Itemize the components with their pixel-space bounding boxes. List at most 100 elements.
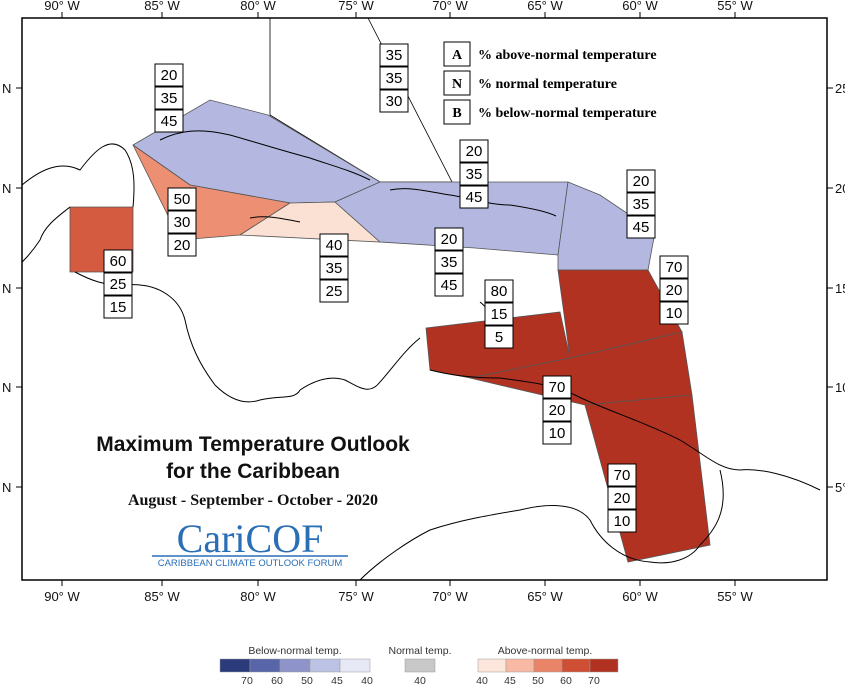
y-tick-label-left: N [2, 480, 11, 495]
colorbar-swatch-above [477, 658, 507, 673]
colorbar-tick-above: 40 [476, 675, 488, 684]
value-label: 35 [161, 90, 178, 107]
value-box [319, 256, 349, 280]
x-tick-label: 60° W [622, 589, 658, 604]
value-box [459, 162, 489, 186]
value-box [607, 486, 637, 510]
value-label: 80 [491, 283, 508, 300]
value-box [659, 301, 689, 325]
map-title-line1: Maximum Temperature Outlook [96, 433, 410, 456]
value-box [103, 295, 133, 319]
value-label: 35 [441, 254, 458, 271]
y-tick-label-left: N [2, 181, 11, 196]
x-tick-label: 85° W [144, 0, 180, 13]
value-label: 20 [161, 67, 178, 84]
value-box [379, 66, 409, 90]
colorbar-tick-below: 40 [361, 675, 373, 684]
key-description: % normal temperature [478, 77, 617, 92]
x-tick-label: 90° W [44, 0, 80, 13]
value-box [659, 255, 689, 279]
value-box [167, 187, 197, 211]
value-label: 10 [549, 425, 566, 442]
value-label: 20 [441, 231, 458, 248]
key-description: % below-normal temperature [478, 106, 657, 121]
map-title-line2: for the Caribbean [166, 460, 340, 483]
probability-key: A % above-normal temperature N % normal tem… [443, 41, 657, 125]
value-label: 45 [161, 113, 178, 130]
colorbar-tick-below: 70 [241, 675, 253, 684]
x-axis-bottom: 90° W 85° W 80° W 75° W 70° W 65° W 60° W 55° W [44, 580, 753, 604]
value-label: 20 [466, 143, 483, 160]
value-box [167, 233, 197, 257]
x-tick-label: 55° W [717, 589, 753, 604]
value-label: 70 [666, 259, 683, 276]
y-tick-label-right: 25 [835, 81, 845, 96]
value-box [484, 279, 514, 303]
value-box [379, 43, 409, 67]
value-box [103, 249, 133, 273]
colorbar-tick-below: 60 [271, 675, 283, 684]
x-tick-label: 80° W [240, 0, 276, 13]
value-label: 25 [326, 283, 343, 300]
map-period: August - September - October - 2020 [128, 492, 378, 509]
colorbar-swatch-below [309, 658, 341, 673]
colorbar-tick-above: 70 [588, 675, 600, 684]
value-label: 10 [666, 305, 683, 322]
value-label: 15 [491, 306, 508, 323]
value-label: 20 [666, 282, 683, 299]
colorbar-swatch-normal [404, 658, 436, 673]
coastlines [21, 130, 821, 581]
value-label: 10 [614, 513, 631, 530]
colorbar-below-title: Below-normal temp. [248, 645, 341, 657]
value-box [434, 227, 464, 251]
colorbar-swatch-above [505, 658, 535, 673]
colorbar-swatch-above [533, 658, 563, 673]
value-box [607, 463, 637, 487]
value-label: 40 [326, 237, 343, 254]
key-description: % above-normal temperature [478, 48, 657, 63]
key-letter-box [443, 41, 471, 67]
colorbar-swatch-above [589, 658, 619, 673]
key-letter: B [452, 106, 461, 121]
value-label: 35 [386, 47, 403, 64]
colorbar-above-title: Above-normal temp. [498, 645, 593, 657]
y-tick-label-left: N [2, 380, 11, 395]
colorbar-swatch-below [339, 658, 371, 673]
colorbar-tick-below: 45 [331, 675, 343, 684]
x-axis-top: 90° W 85° W 80° W 75° W 70° W 65° W 60° W 55° W [44, 0, 753, 18]
colorbar-tick-below: 50 [301, 675, 313, 684]
value-box [319, 233, 349, 257]
value-label: 45 [441, 277, 458, 294]
value-box [319, 279, 349, 303]
value-label: 35 [633, 196, 650, 213]
value-box [484, 325, 514, 349]
x-tick-label: 75° W [338, 589, 374, 604]
x-tick-label: 80° W [240, 589, 276, 604]
x-tick-label: 60° W [622, 0, 658, 13]
value-box [626, 215, 656, 239]
value-box [542, 421, 572, 445]
value-label: 50 [174, 191, 191, 208]
value-box [626, 169, 656, 193]
colorbar-tick-above: 45 [504, 675, 516, 684]
colorbar: 70 60 50 45 40 40 40 45 50 60 70 [219, 658, 619, 684]
colorbar-normal-title: Normal temp. [388, 645, 451, 657]
key-letter-box [443, 99, 471, 125]
value-box [607, 509, 637, 533]
value-label: 30 [386, 93, 403, 110]
x-tick-label: 70° W [432, 589, 468, 604]
value-label: 25 [110, 276, 127, 293]
value-box [154, 109, 184, 133]
value-label: 35 [386, 70, 403, 87]
key-letter-box [443, 70, 471, 96]
value-box [379, 89, 409, 113]
value-box [459, 185, 489, 209]
y-tick-label-left: N [2, 281, 11, 296]
value-box [167, 210, 197, 234]
x-tick-label: 55° W [717, 0, 753, 13]
value-box [659, 278, 689, 302]
value-label: 35 [466, 166, 483, 183]
value-label: 15 [110, 299, 127, 316]
value-label: 60 [110, 253, 127, 270]
